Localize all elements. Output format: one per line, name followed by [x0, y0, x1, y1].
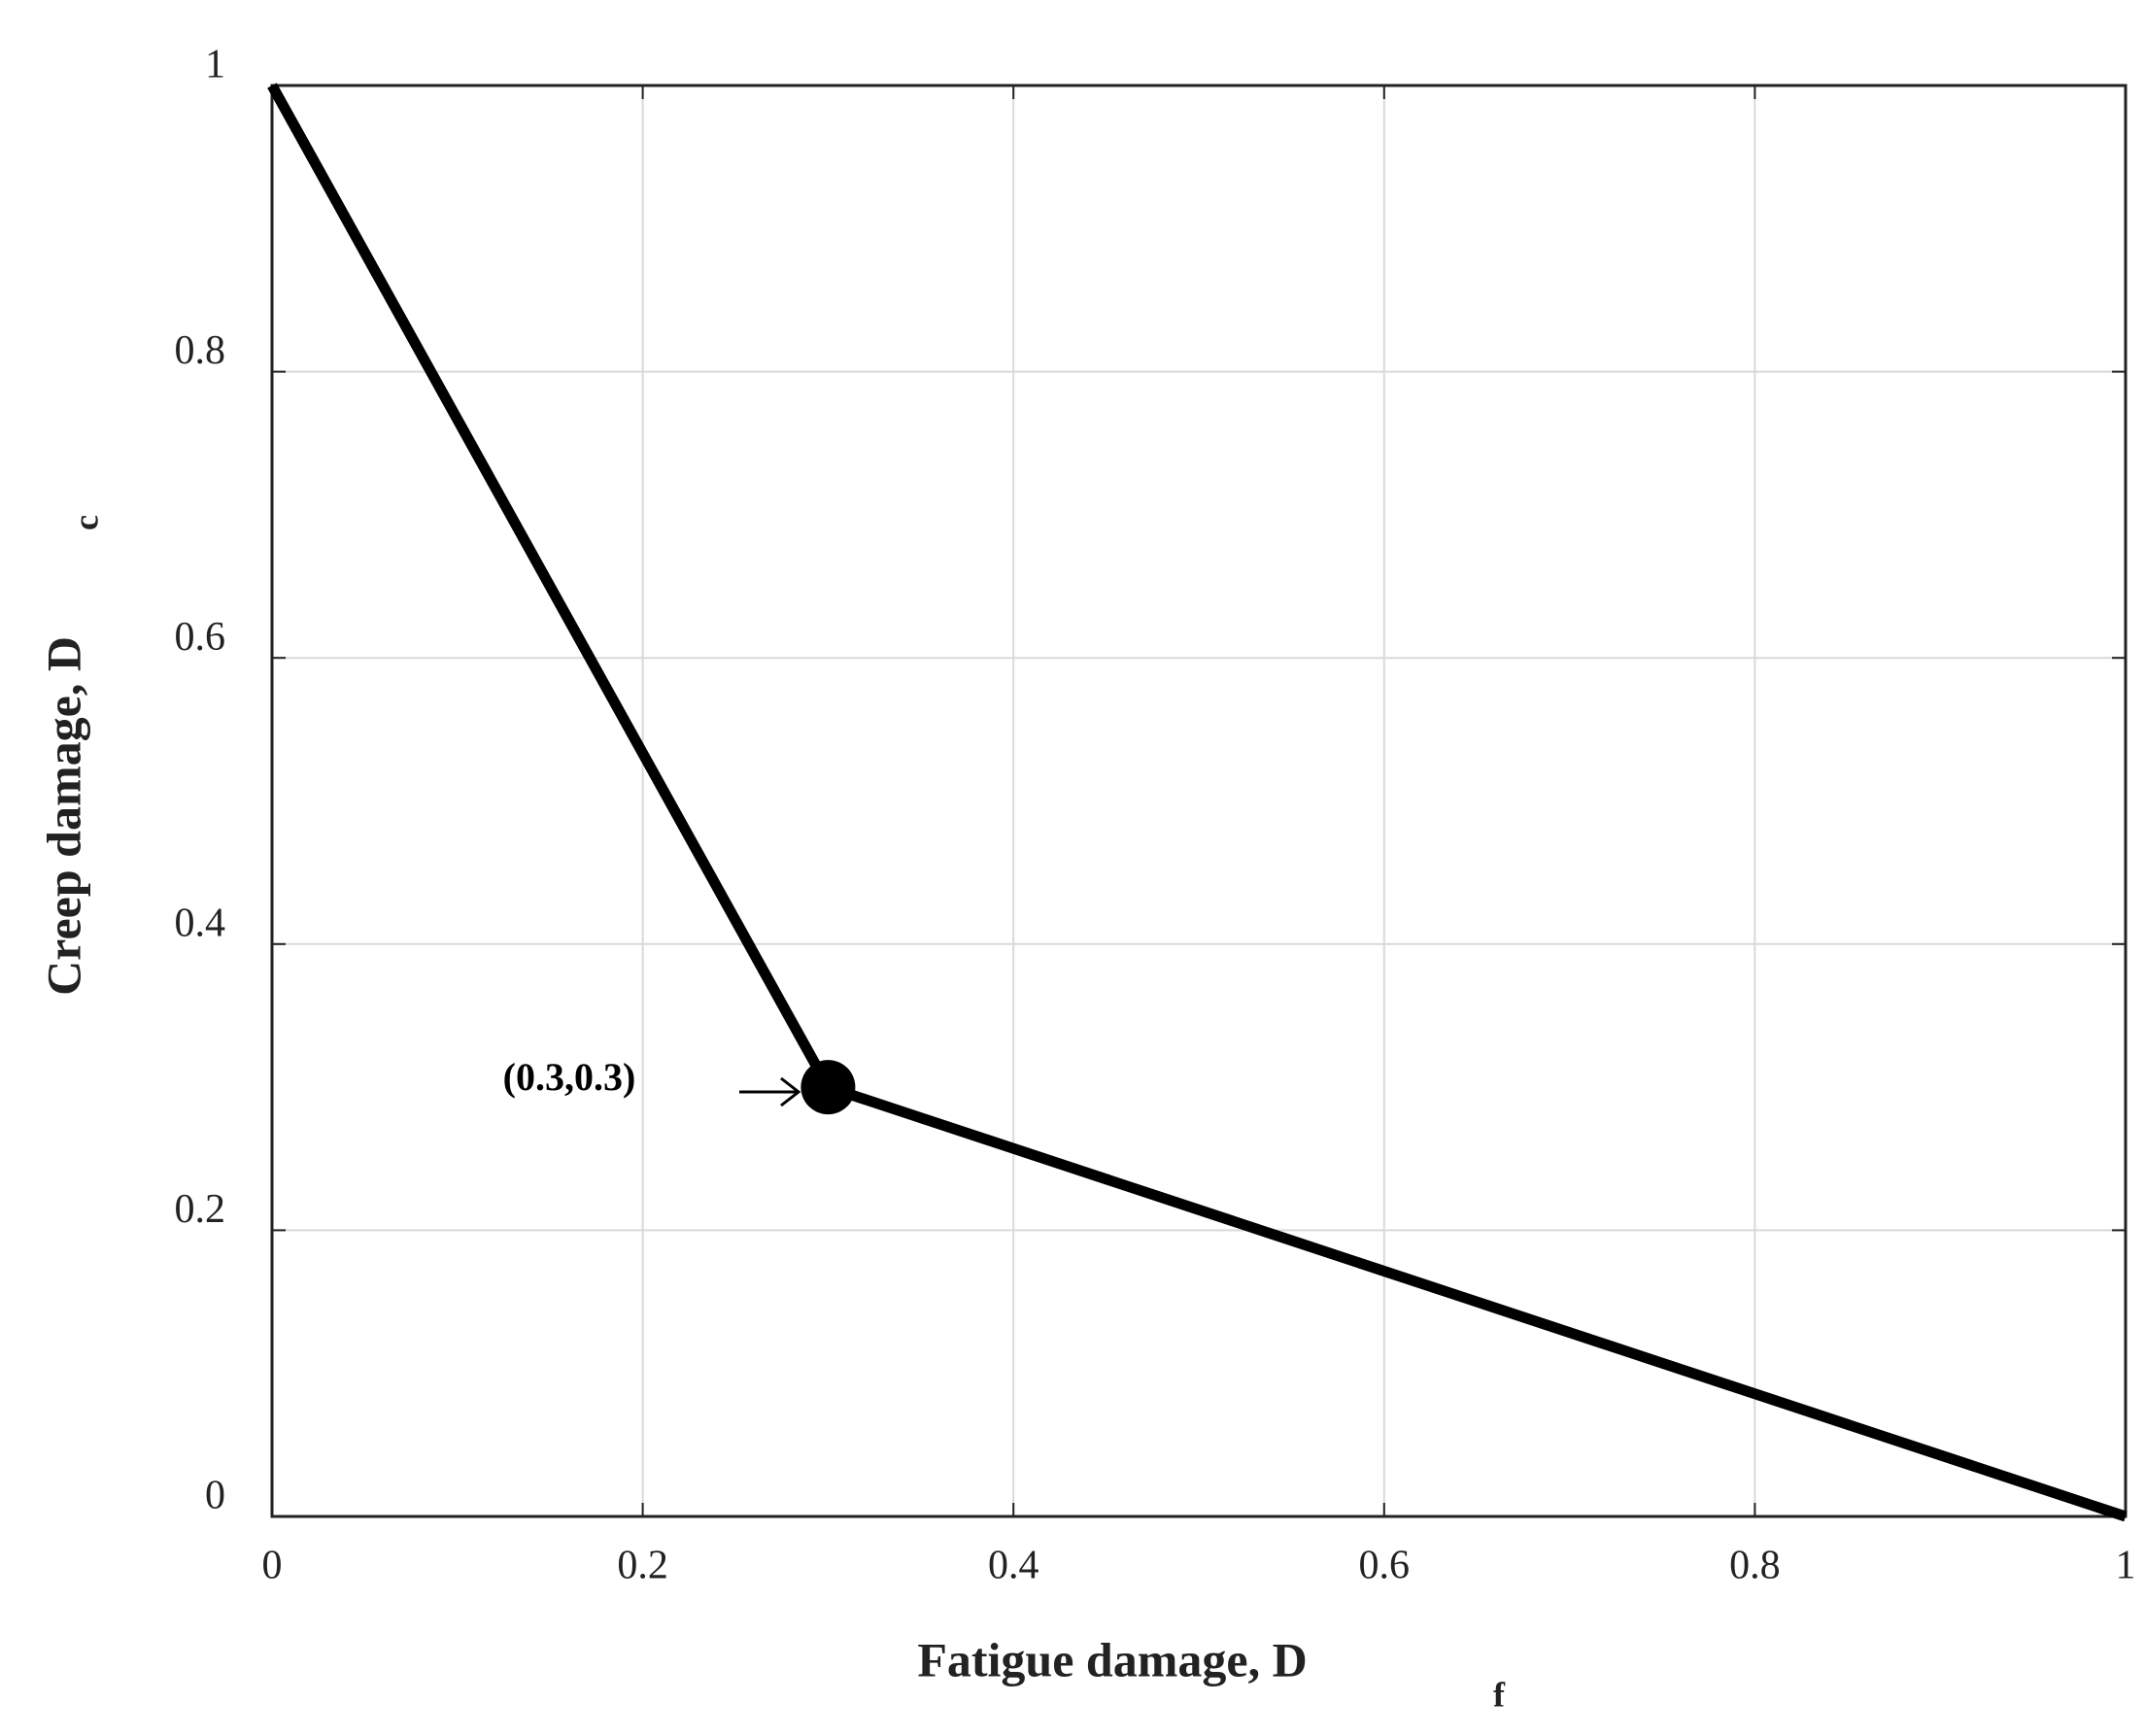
x-tick-label: 0.2: [617, 1544, 668, 1588]
y-tick-label: 1: [205, 43, 225, 87]
y-tick-label: 0: [205, 1474, 225, 1518]
y-tick-label: 0.8: [175, 328, 226, 373]
x-tick-label: 0.4: [988, 1544, 1039, 1588]
y-axis-label-subscript: c: [66, 515, 105, 530]
plot-frame: [270, 84, 2128, 1518]
x-axis-label: Fatigue damage, D: [917, 1632, 1307, 1686]
annotation-arrow: [739, 1076, 801, 1107]
x-axis-label-subscript: f: [1493, 1675, 1506, 1714]
data-point: [800, 1060, 856, 1115]
x-tick-label: 1: [2116, 1544, 2136, 1588]
y-tick-label: 0.4: [175, 901, 226, 945]
annotation: (0.3,0.3): [503, 1055, 636, 1099]
x-tick-label: 0.8: [1729, 1544, 1781, 1588]
y-axis-label: Creep damage, D: [36, 636, 90, 996]
x-tick-label: 0: [262, 1544, 283, 1588]
y-tick-label: 0.2: [175, 1187, 226, 1232]
y-tick-label: 0.6: [175, 615, 226, 660]
x-tick-label: 0.6: [1359, 1544, 1411, 1588]
data-line: [267, 83, 2128, 1522]
